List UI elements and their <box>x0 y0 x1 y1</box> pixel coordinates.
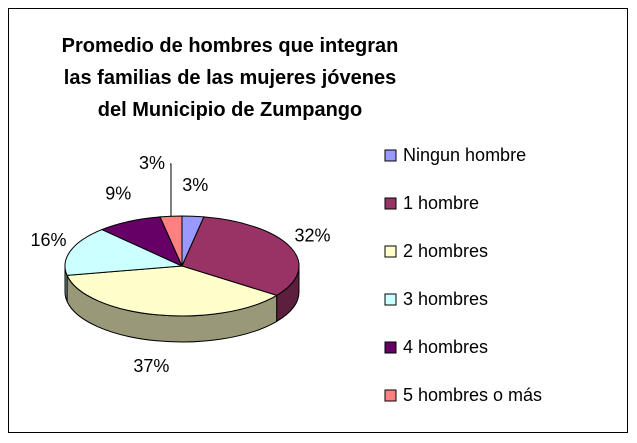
data-label: 9% <box>105 183 131 203</box>
legend-label: 3 hombres <box>403 289 488 309</box>
legend-label: Ningun hombre <box>403 145 526 165</box>
data-label: 3% <box>139 153 165 173</box>
pie-slice <box>66 265 278 317</box>
chart-title: Promedio de hombres que integran las fam… <box>61 35 399 121</box>
legend-swatch <box>384 389 397 402</box>
legend-swatch <box>384 293 397 306</box>
data-label: 3% <box>182 175 208 195</box>
legend-label: 4 hombres <box>403 337 488 357</box>
legend-label: 5 hombres o más <box>403 385 542 405</box>
data-label: 16% <box>30 230 66 250</box>
pie-slice <box>159 215 183 267</box>
data-label: 32% <box>295 225 331 245</box>
data-label: 37% <box>133 356 169 376</box>
legend-swatch <box>384 197 397 210</box>
pie-slice <box>64 229 184 276</box>
leader-line <box>170 163 172 217</box>
legend-label: 2 hombres <box>403 241 488 261</box>
legend-swatch <box>384 149 397 162</box>
legend-swatch <box>384 245 397 258</box>
legend-label: 1 hombre <box>403 193 479 213</box>
pie-slice <box>181 216 300 296</box>
chart-frame <box>8 8 628 433</box>
legend-swatch <box>384 341 397 354</box>
